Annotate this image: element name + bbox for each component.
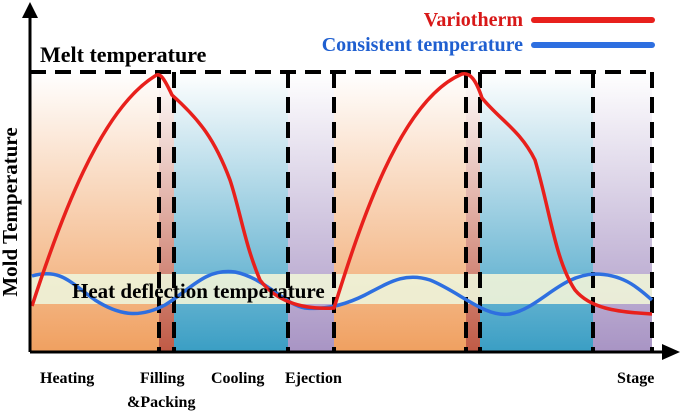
- phase-label-cooling: Cooling: [211, 370, 264, 387]
- phase-label-ejection: Ejection: [285, 370, 342, 387]
- cooling-zone: [174, 72, 288, 352]
- x-axis-arrow-icon: [662, 344, 680, 360]
- phase-label-filling: Filling: [140, 370, 184, 387]
- filling-zone: [159, 72, 174, 352]
- legend-consistent-label: Consistent temperature: [322, 34, 523, 56]
- axes: [22, 2, 680, 360]
- stage-label: Stage: [617, 370, 654, 387]
- filling-zone: [466, 72, 480, 352]
- heat-deflection-label: Heat deflection temperature: [72, 279, 325, 303]
- consistent-temperature-curve: [31, 269, 654, 317]
- heating-zone: [334, 72, 466, 352]
- cooling-zone: [480, 72, 593, 352]
- heating-zone: [30, 72, 159, 352]
- ejection-zone: [593, 72, 652, 352]
- phase-zones-cycle-1: [30, 72, 334, 352]
- phase-label-packing: &Packing: [127, 394, 195, 411]
- legend-variotherm-label: Variotherm: [424, 9, 524, 31]
- melt-temperature-label: Melt temperature: [40, 42, 207, 67]
- variotherm-curve: [30, 71, 653, 316]
- phase-labels: Heating Filling &Packing Cooling Ejectio…: [40, 370, 654, 411]
- phase-label-heating: Heating: [40, 370, 94, 387]
- phase-zones-cycle-2: [334, 72, 652, 352]
- legend: Variotherm Consistent temperature: [322, 9, 655, 56]
- y-axis-label: Mold Temperature: [0, 127, 22, 296]
- y-axis-arrow-icon: [22, 2, 38, 18]
